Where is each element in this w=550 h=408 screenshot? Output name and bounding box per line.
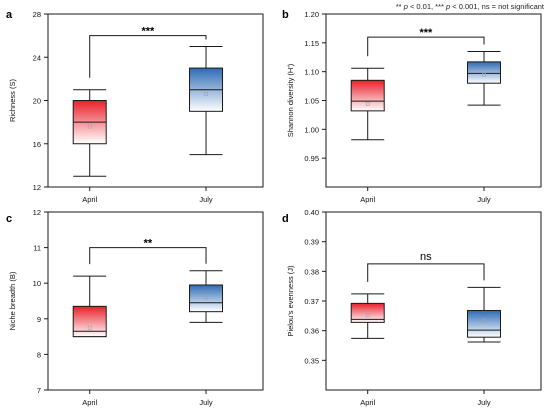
y-axis-label: Richness (S) [8, 79, 17, 122]
y-tick-label: 1.05 [304, 97, 319, 106]
x-tick-label: July [477, 398, 491, 407]
mean-marker [482, 319, 486, 324]
x-tick-label: July [477, 195, 491, 204]
significance-label: *** [419, 27, 433, 39]
y-tick-label: 0.95 [304, 154, 319, 163]
x-tick-label: April [360, 195, 375, 204]
significance-bracket: *** [89, 26, 207, 78]
iqr-box [350, 302, 385, 323]
bracket-line [367, 263, 485, 282]
mean-marker [204, 295, 208, 300]
box-july [467, 50, 502, 106]
significance-label: ns [420, 251, 432, 263]
box-april [72, 89, 107, 177]
panel-d: d 0.35 0.36 0.37 0.38 0.39 0.40 Pielou's evenne… [282, 208, 542, 407]
plot-frame [47, 211, 264, 391]
mean-marker [204, 92, 208, 96]
panel-label: d [282, 213, 289, 225]
y-tick-label: 1.20 [304, 10, 319, 19]
y-tick-label: 1.15 [304, 39, 319, 48]
note-text-1: ** [395, 2, 404, 11]
plot-frame [325, 211, 542, 391]
significance-label: *** [141, 26, 155, 38]
panel-c: c 7 8 9 10 11 12 Niche breadth (B) April July ** [6, 208, 264, 407]
y-tick-label: 24 [33, 53, 41, 62]
y-tick-label: 20 [33, 97, 41, 106]
box-july [189, 270, 224, 323]
y-tick-label: 0.38 [304, 267, 319, 276]
x-tick-label: April [360, 398, 375, 407]
box-april [350, 293, 385, 339]
y-axis-label: Pielou's evenness (J) [286, 265, 295, 337]
x-tick-label: April [82, 398, 97, 407]
box-april [350, 67, 385, 141]
bracket-line [367, 36, 485, 57]
y-tick-label: 16 [33, 140, 41, 149]
box-april [72, 275, 107, 338]
iqr-box [350, 79, 385, 112]
mean-marker [87, 124, 92, 129]
y-tick-label: 0.40 [304, 208, 319, 217]
y-tick-label: 0.37 [304, 297, 319, 306]
y-tick-label: 0.36 [304, 327, 319, 336]
panel-a: a 12 16 20 24 28 Richness (S) April July *** [6, 9, 264, 204]
y-tick-label: 7 [37, 386, 41, 395]
y-tick-label: 0.35 [304, 356, 319, 365]
x-tick-label: April [82, 195, 97, 204]
x-tick-label: July [199, 195, 213, 204]
y-tick-label: 1.00 [304, 125, 319, 134]
y-axis-label: Niche breadth (B) [8, 271, 17, 330]
significance-bracket: *** [367, 27, 485, 57]
x-tick-label: July [199, 398, 213, 407]
y-tick-label: 11 [33, 244, 41, 253]
iqr-box [189, 284, 224, 313]
significance-label: ** [144, 238, 153, 250]
significance-note: ** p < 0.01, *** p < 0.001, ns = not sig… [396, 2, 544, 11]
y-axis-label: Shannon diversity (H') [286, 63, 295, 137]
mean-marker [365, 102, 370, 106]
bracket-line [89, 247, 207, 265]
panel-label: b [282, 9, 289, 21]
box-july [189, 45, 224, 156]
iqr-box [72, 305, 107, 338]
bracket-line [89, 35, 207, 78]
mean-marker [482, 72, 486, 77]
y-tick-label: 0.39 [304, 238, 319, 247]
significance-bracket: ** [89, 238, 207, 265]
note-p-1: p [403, 2, 408, 11]
y-tick-label: 12 [33, 183, 41, 192]
iqr-box [467, 309, 502, 338]
box-july [467, 286, 502, 343]
panel-label: c [6, 213, 12, 225]
y-tick-label: 8 [37, 350, 41, 359]
y-tick-label: 28 [33, 10, 41, 19]
significance-bracket: ns [367, 251, 485, 282]
y-tick-label: 1.10 [304, 68, 319, 77]
mean-marker [365, 313, 370, 318]
y-tick-label: 9 [37, 315, 41, 324]
iqr-box [467, 61, 502, 84]
y-tick-label: 12 [33, 208, 41, 217]
panel-label: a [6, 9, 13, 21]
note-text-3: < 0.001, ns = not significant [450, 2, 544, 11]
note-p-2: p [446, 2, 451, 11]
mean-marker [87, 325, 92, 330]
panel-b: b 0.95 1.00 1.05 1.10 1.15 1.20 Shannon diversi… [282, 9, 542, 204]
note-text-2: < 0.01, *** [407, 2, 447, 11]
y-tick-label: 10 [33, 279, 41, 288]
